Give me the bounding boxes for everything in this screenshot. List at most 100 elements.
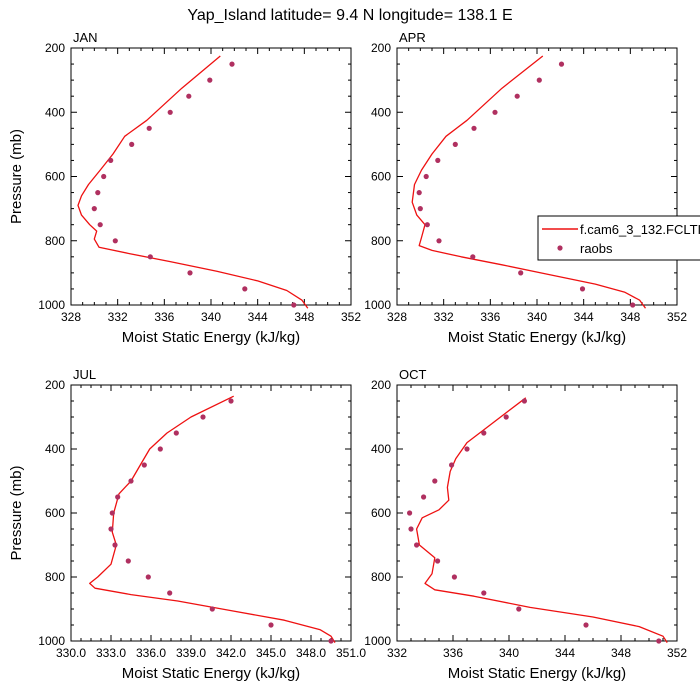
raobs-point-jul [209, 606, 215, 612]
x-tick-label-oct: 340 [499, 646, 519, 660]
panel-title-jul: JUL [73, 367, 96, 382]
x-tick-label-jul: 345.0 [256, 646, 286, 660]
y-tick-label-jan: 1000 [38, 298, 65, 312]
raobs-point-jul [125, 558, 131, 564]
x-axis-label-apr: Moist Static Energy (kJ/kg) [448, 329, 626, 346]
main-title: Yap_Island latitude= 9.4 N longitude= 13… [187, 7, 512, 24]
x-tick-label-jan: 348 [294, 310, 314, 324]
x-tick-label-oct: 336 [443, 646, 463, 660]
y-tick-label-oct: 800 [371, 570, 391, 584]
raobs-point-jan [97, 222, 103, 228]
x-tick-label-jul: 351.0 [336, 646, 366, 660]
y-tick-label-jan: 600 [45, 170, 65, 184]
raobs-point-oct [516, 606, 522, 612]
y-axis-label-jul: Pressure (mb) [8, 465, 25, 560]
raobs-point-jan [229, 61, 235, 67]
raobs-point-jan [167, 109, 173, 115]
legend-model-label: f.cam6_3_132.FCLTI [580, 222, 700, 237]
x-tick-label-oct: 344 [555, 646, 575, 660]
raobs-point-oct [421, 494, 427, 500]
plot-frame-jan [70, 47, 352, 306]
y-tick-label-oct: 200 [371, 378, 391, 392]
x-tick-label-jul: 348.0 [296, 646, 326, 660]
legend-obs-label: raobs [580, 241, 613, 256]
legend: f.cam6_3_132.FCLTI raobs [537, 215, 700, 261]
raobs-point-apr [435, 157, 441, 163]
x-tick-label-jan: 340 [201, 310, 221, 324]
x-tick-label-apr: 348 [620, 310, 640, 324]
x-tick-label-jul: 336.0 [136, 646, 166, 660]
x-axis-label-oct: Moist Static Energy (kJ/kg) [448, 665, 626, 682]
y-tick-label-oct: 600 [371, 506, 391, 520]
raobs-point-oct [414, 542, 420, 548]
raobs-point-jan [187, 270, 193, 276]
raobs-point-apr [452, 141, 458, 147]
model-profile-line-oct [415, 397, 668, 643]
raobs-point-oct [481, 590, 487, 596]
raobs-point-apr [424, 222, 430, 228]
raobs-point-apr [416, 190, 422, 196]
raobs-point-jul [141, 462, 147, 468]
raobs-point-apr [417, 206, 423, 212]
raobs-point-jul [200, 414, 206, 420]
x-tick-label-jan: 332 [108, 310, 128, 324]
raobs-point-apr [514, 93, 520, 99]
raobs-point-apr [536, 77, 542, 83]
raobs-point-jan [108, 157, 114, 163]
model-profile-line-jan [77, 55, 309, 309]
y-axis-label-jan: Pressure (mb) [8, 129, 25, 224]
raobs-point-apr [579, 286, 586, 292]
y-tick-label-jul: 600 [45, 506, 65, 520]
raobs-point-oct [583, 622, 589, 628]
y-tick-label-apr: 200 [371, 41, 391, 55]
y-tick-label-jan: 200 [45, 41, 65, 55]
x-tick-label-jan: 344 [248, 310, 268, 324]
raobs-point-oct [432, 478, 438, 484]
raobs-point-jan [242, 286, 248, 292]
panel-title-oct: OCT [399, 367, 427, 382]
raobs-point-oct [481, 430, 487, 436]
x-tick-label-apr: 352 [667, 310, 687, 324]
raobs-point-jan [207, 77, 213, 83]
x-tick-label-apr: 332 [434, 310, 454, 324]
x-tick-label-apr: 328 [387, 310, 407, 324]
raobs-point-apr [558, 61, 565, 67]
raobs-point-oct [435, 558, 441, 564]
panel-title-jan: JAN [73, 30, 98, 45]
x-tick-label-jul: 342.0 [216, 646, 246, 660]
raobs-point-oct [503, 414, 509, 420]
raobs-point-jul [115, 494, 121, 500]
raobs-point-apr [423, 173, 429, 180]
raobs-point-jul [108, 526, 114, 532]
x-tick-label-apr: 344 [574, 310, 594, 324]
raobs-point-jan [147, 254, 153, 260]
raobs-point-apr [518, 270, 524, 276]
x-tick-label-oct: 348 [611, 646, 631, 660]
raobs-point-jan [101, 173, 107, 180]
legend-obs-marker [557, 245, 563, 251]
x-tick-label-oct: 352 [667, 646, 687, 660]
raobs-point-oct [451, 574, 457, 580]
raobs-point-oct [407, 510, 413, 516]
raobs-point-jul [328, 638, 334, 644]
x-tick-label-oct: 332 [387, 646, 407, 660]
raobs-point-jan [146, 125, 152, 131]
y-tick-label-jul: 400 [45, 442, 65, 456]
y-tick-label-jul: 200 [45, 378, 65, 392]
x-axis-label-jan: Moist Static Energy (kJ/kg) [122, 329, 300, 346]
x-tick-label-apr: 336 [480, 310, 500, 324]
raobs-point-jan [186, 93, 192, 99]
model-profile-line-jul [89, 395, 336, 643]
raobs-point-apr [470, 254, 476, 260]
x-tick-label-jan: 328 [61, 310, 81, 324]
raobs-point-jul [128, 478, 134, 484]
y-tick-label-oct: 1000 [364, 634, 391, 648]
y-tick-label-jul: 1000 [38, 634, 65, 648]
raobs-point-jul [145, 574, 151, 580]
y-tick-label-jan: 400 [45, 105, 65, 119]
raobs-point-jul [112, 542, 118, 548]
raobs-point-oct [449, 462, 455, 468]
raobs-point-jul [173, 430, 179, 436]
plot-frame-apr [396, 47, 678, 306]
x-tick-label-jul: 333.0 [96, 646, 126, 660]
